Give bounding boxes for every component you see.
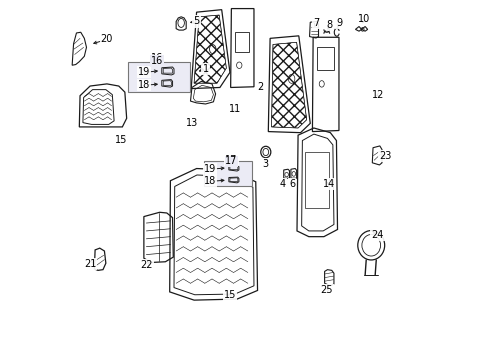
Text: 17: 17 <box>225 156 238 166</box>
Text: 18: 18 <box>138 80 150 90</box>
Bar <box>235 32 249 51</box>
Text: 3: 3 <box>263 159 269 169</box>
Bar <box>317 47 334 69</box>
FancyBboxPatch shape <box>128 62 191 92</box>
Bar <box>305 152 329 208</box>
Text: 1: 1 <box>202 64 209 74</box>
Text: 16: 16 <box>151 56 163 66</box>
Text: 20: 20 <box>101 35 113 44</box>
Text: 17: 17 <box>225 155 238 165</box>
Text: 2: 2 <box>257 82 263 93</box>
Text: 22: 22 <box>140 260 152 270</box>
Text: 19: 19 <box>204 164 216 174</box>
Text: 24: 24 <box>371 230 384 239</box>
Text: 6: 6 <box>289 179 295 189</box>
Text: 14: 14 <box>323 179 335 189</box>
Text: 25: 25 <box>320 285 333 296</box>
Text: 15: 15 <box>224 291 236 301</box>
Text: 13: 13 <box>186 118 198 128</box>
Text: 19: 19 <box>138 67 150 77</box>
Text: 16: 16 <box>151 53 163 63</box>
Text: 5: 5 <box>194 17 200 27</box>
Text: 4: 4 <box>280 179 286 189</box>
Text: 8: 8 <box>326 20 333 30</box>
FancyBboxPatch shape <box>204 161 252 186</box>
Text: 15: 15 <box>115 135 127 145</box>
Text: 7: 7 <box>313 18 319 28</box>
Text: 23: 23 <box>379 150 392 161</box>
Text: 18: 18 <box>204 176 216 186</box>
Text: 9: 9 <box>336 18 342 28</box>
Text: 21: 21 <box>84 259 96 269</box>
Text: 11: 11 <box>229 104 241 114</box>
Text: 10: 10 <box>358 14 370 24</box>
Text: 12: 12 <box>372 90 385 100</box>
